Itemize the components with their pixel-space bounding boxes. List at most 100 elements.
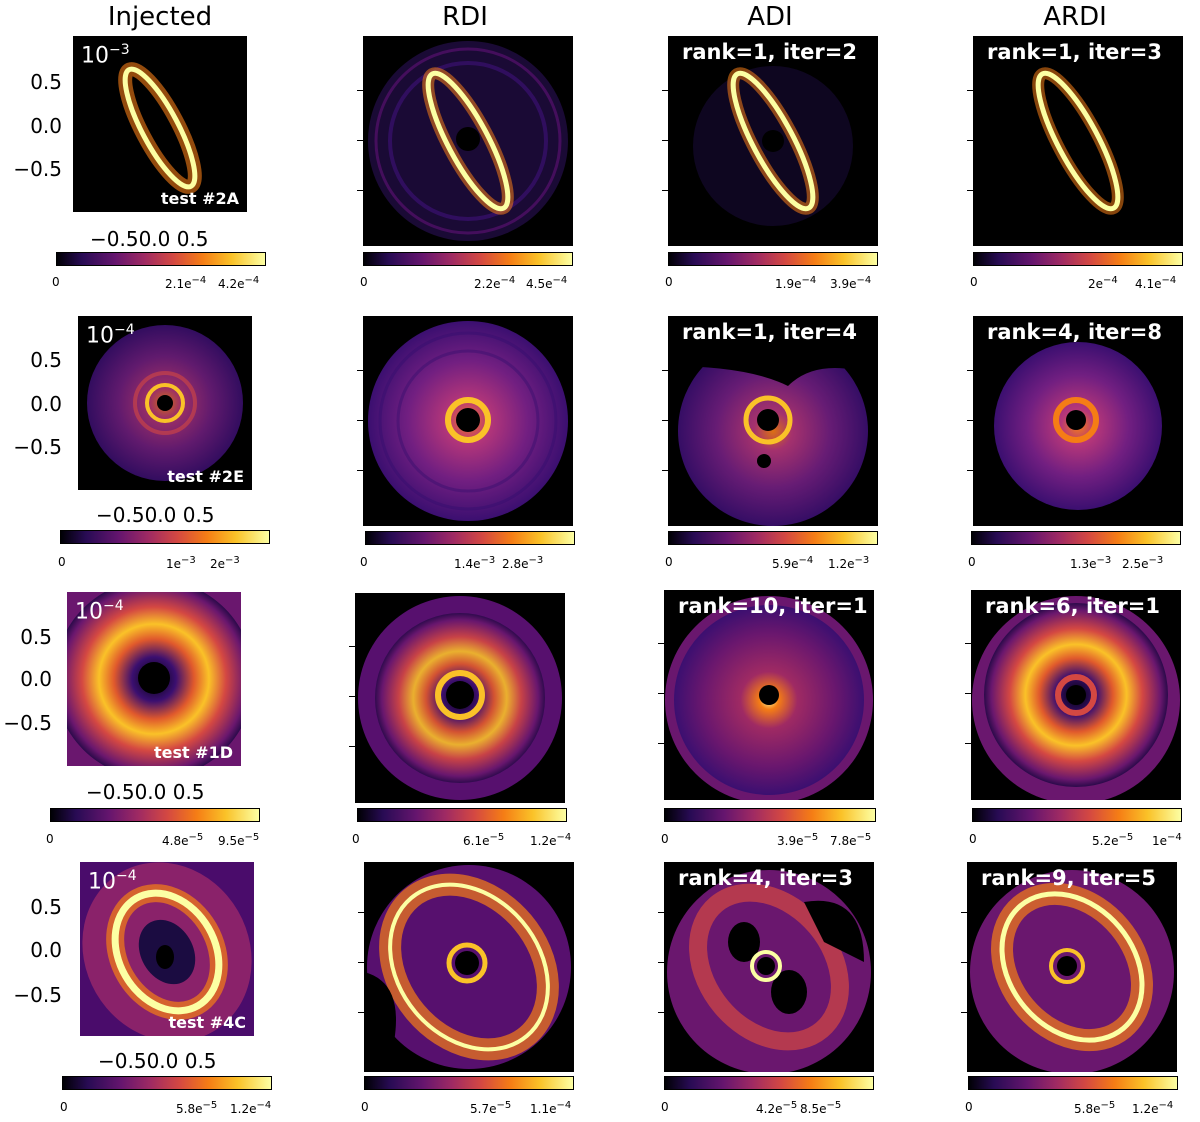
colorbar-label-mid: 2.2e−4 (474, 275, 516, 291)
colorbar-label-max: 1.2e−4 (230, 1100, 272, 1116)
y-tick: 0.5 (30, 348, 62, 372)
image-panel-rdi-row3 (355, 593, 565, 803)
colorbar-label-mid: 1e−3 (166, 555, 196, 571)
y-tick-mark (357, 470, 363, 471)
colorbar-rdi-row3 (357, 808, 567, 822)
colorbar-label-mid: 6.1e−5 (463, 832, 505, 848)
ardi-reduced-image (994, 342, 1162, 510)
y-tick-mark (358, 1012, 364, 1013)
y-tick-mark (658, 743, 664, 744)
diffuse-disk-image (87, 325, 243, 481)
scale-label: 10−4 (86, 322, 135, 349)
y-tick-mark (658, 1012, 664, 1013)
colorbar-label-0: 0 (965, 1100, 973, 1114)
adi-reduced-image (668, 316, 878, 526)
colorbar-label-max: 1.2e−4 (1132, 1100, 1174, 1116)
y-tick: −0.5 (13, 435, 62, 459)
y-tick-mark (961, 962, 967, 963)
colorbar-label-mid: 1.9e−4 (775, 275, 817, 291)
colorbar-label-mid: 4.8e−5 (162, 832, 204, 848)
colorbar-ardi-row4 (968, 1076, 1178, 1090)
ardi-reduced-image (1032, 67, 1124, 215)
y-tick: −0.5 (13, 157, 62, 181)
colorbar-adi-row4 (664, 1076, 874, 1090)
image-panel-ardi-row2: rank=4, iter=8 (973, 316, 1183, 526)
inclined-ring-image (80, 862, 254, 1036)
colorbar-label-mid: 1.3e−3 (1070, 555, 1112, 571)
colorbar-label-max: 1.1e−4 (530, 1100, 572, 1116)
colorbar-label-mid: 5.8e−5 (1074, 1100, 1116, 1116)
colorbar-label-max: 4.1e−4 (1135, 275, 1177, 291)
wide-ring-image (67, 592, 241, 766)
y-tick-mark (662, 90, 668, 91)
colorbar-injected-row1 (56, 252, 266, 266)
colorbar-ardi-row2 (971, 531, 1181, 545)
image-panel-injected-row2: 10−4 test #2E (78, 316, 252, 490)
colorbar-label-0: 0 (665, 555, 673, 569)
colorbar-label-0: 0 (352, 832, 360, 846)
column-title-injected: Injected (107, 2, 213, 32)
image-panel-ardi-row4: rank=9, iter=5 (967, 862, 1177, 1072)
colorbar-label-max: 9.5e−5 (218, 832, 260, 848)
image-panel-ardi-row1: rank=1, iter=3 (973, 36, 1183, 246)
x-tick-labels: −0.50.0 0.5 (86, 780, 205, 804)
rank-iter-label: rank=4, iter=3 (678, 866, 853, 890)
colorbar-label-0: 0 (360, 555, 368, 569)
y-tick-mark (961, 1012, 967, 1013)
y-tick: 0.0 (30, 938, 62, 962)
y-tick-mark (658, 693, 664, 694)
rank-iter-label: rank=1, iter=4 (682, 320, 857, 344)
y-tick-mark (357, 420, 363, 421)
y-tick-mark (965, 693, 971, 694)
adi-reduced-image (665, 596, 873, 800)
y-tick-mark (967, 90, 973, 91)
y-tick: 0.5 (30, 70, 62, 94)
colorbar-label-0: 0 (46, 832, 54, 846)
y-tick-mark (658, 643, 664, 644)
colorbar-label-0: 0 (969, 832, 977, 846)
test-label: test #2A (160, 189, 239, 208)
y-tick: 0.5 (20, 625, 52, 649)
y-tick-mark (349, 696, 355, 697)
adi-reduced-image (693, 66, 853, 226)
scale-label: 10−4 (88, 868, 137, 895)
colorbar-label-0: 0 (52, 275, 60, 289)
scale-label: 10−3 (81, 42, 130, 69)
ardi-reduced-image (972, 596, 1180, 800)
y-tick-mark (967, 420, 973, 421)
y-tick: 0.0 (30, 392, 62, 416)
colorbar-label-0: 0 (970, 275, 978, 289)
rdi-reduced-image (364, 865, 571, 1069)
colorbar-label-max: 2.8e−3 (502, 555, 544, 571)
image-panel-adi-row4: rank=4, iter=3 (664, 862, 874, 1072)
colorbar-label-max: 7.8e−5 (830, 832, 872, 848)
column-title-rdi: RDI (442, 2, 488, 32)
colorbar-label-0: 0 (58, 555, 66, 569)
colorbar-label-mid: 2.1e−4 (165, 275, 207, 291)
colorbar-rdi-row1 (363, 252, 573, 266)
y-tick: 0.0 (30, 114, 62, 138)
colorbar-injected-row3 (50, 808, 260, 822)
colorbar-label-mid: 3.9e−5 (777, 832, 819, 848)
colorbar-label-mid: 1.4e−3 (454, 555, 496, 571)
test-label: test #4C (168, 1013, 246, 1032)
rank-iter-label: rank=6, iter=1 (985, 594, 1160, 618)
y-tick: 0.5 (30, 895, 62, 919)
column-title-ardi: ARDI (1043, 2, 1107, 32)
y-tick-mark (357, 190, 363, 191)
colorbar-label-mid: 2e−4 (1088, 275, 1118, 291)
image-panel-rdi-row1 (363, 36, 573, 246)
colorbar-label-max: 2e−3 (210, 555, 240, 571)
rank-iter-label: rank=1, iter=3 (987, 40, 1162, 64)
colorbar-label-max: 8.5e−5 (800, 1100, 842, 1116)
image-panel-injected-row4: 10−4 test #4C (80, 862, 254, 1036)
y-tick-mark (662, 370, 668, 371)
image-panel-rdi-row2 (363, 316, 573, 526)
colorbar-label-mid: 5.7e−5 (470, 1100, 512, 1116)
x-tick-labels: −0.50.0 0.5 (96, 503, 215, 527)
colorbar-label-0: 0 (60, 1100, 68, 1114)
rdi-reduced-image (368, 321, 568, 521)
colorbar-label-0: 0 (360, 275, 368, 289)
colorbar-label-max: 1e−4 (1152, 832, 1182, 848)
colorbar-label-0: 0 (968, 555, 976, 569)
